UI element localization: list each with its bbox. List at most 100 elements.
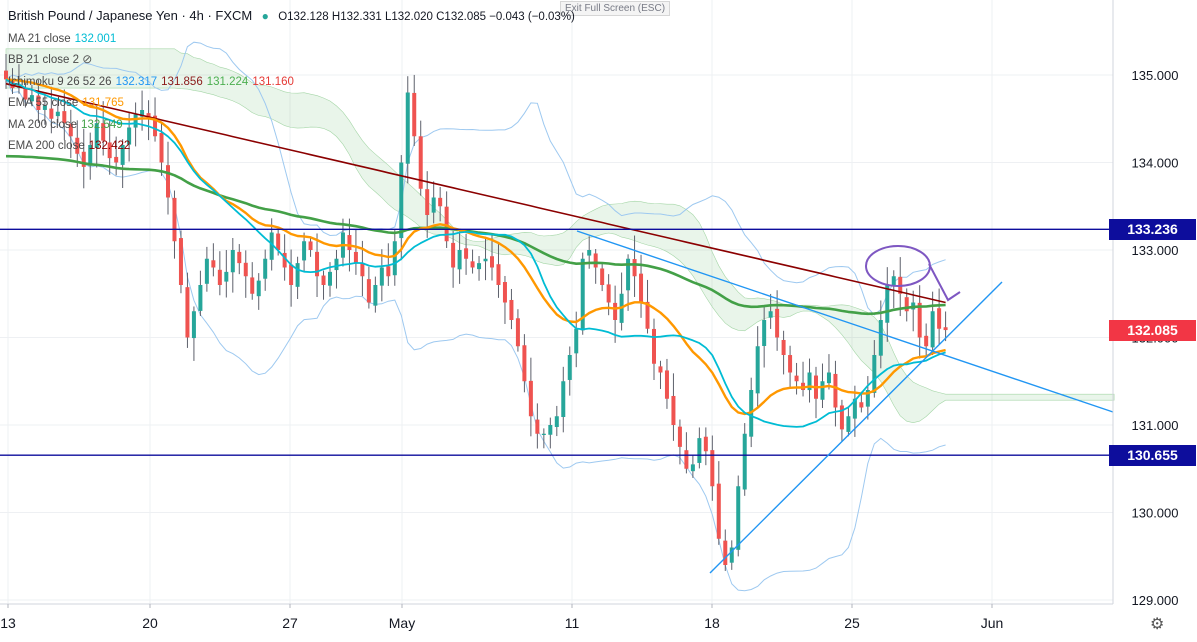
candle-body bbox=[94, 123, 99, 148]
candle-body bbox=[101, 123, 106, 141]
candles bbox=[4, 53, 948, 571]
candle-body bbox=[872, 355, 877, 393]
candle-body bbox=[302, 241, 307, 261]
price-label: 133.236 bbox=[1109, 218, 1196, 240]
candle-body bbox=[237, 251, 242, 264]
candle-body bbox=[794, 375, 799, 382]
candle-body bbox=[859, 402, 864, 408]
candle-body bbox=[269, 232, 274, 260]
ichimoku-cloud bbox=[5, 48, 1115, 424]
candle-body bbox=[781, 339, 786, 355]
candle-body bbox=[723, 540, 728, 565]
candle-body bbox=[561, 381, 566, 417]
candle-body bbox=[166, 165, 170, 198]
indicator-row[interactable]: BB 21 close 2 ⊘ bbox=[8, 49, 575, 71]
indicator-value: 132.317 bbox=[115, 75, 158, 88]
candle-body bbox=[81, 151, 86, 167]
market-status-icon: ● bbox=[261, 9, 269, 23]
candle-body bbox=[431, 197, 436, 213]
candle-body bbox=[366, 279, 371, 303]
candle-body bbox=[775, 308, 780, 338]
indicator-row[interactable]: MA 200 close 132.549 bbox=[8, 114, 575, 136]
candle-body bbox=[632, 259, 637, 277]
settings-icon[interactable]: ⚙ bbox=[1150, 616, 1165, 633]
candle-body bbox=[664, 370, 669, 399]
candle-body bbox=[943, 327, 948, 331]
candle-body bbox=[444, 206, 449, 242]
indicator-value: 131.765 bbox=[82, 97, 124, 109]
candle-body bbox=[788, 355, 793, 373]
candle-body bbox=[690, 464, 695, 472]
candle-body bbox=[703, 436, 708, 452]
candle-body bbox=[820, 381, 825, 400]
ohlc-readout: O132.128 H132.331 L132.020 C132.085 −0.0… bbox=[278, 11, 575, 23]
symbol-title[interactable]: British Pound / Japanese Yen · 4h · FXCM bbox=[8, 8, 253, 23]
candle-body bbox=[904, 297, 909, 312]
candle-body bbox=[878, 320, 883, 356]
candle-body bbox=[677, 426, 682, 447]
exit-fullscreen-hint[interactable]: Exit Full Screen (ESC) bbox=[560, 1, 671, 16]
indicator-label: MA 200 close bbox=[8, 118, 78, 131]
cloud-bullish bbox=[5, 48, 1115, 424]
candle-body bbox=[768, 311, 773, 318]
candle-body bbox=[587, 250, 592, 256]
candle-body bbox=[515, 318, 520, 347]
candle-body bbox=[891, 276, 896, 286]
indicator-label: MA 21 close bbox=[8, 32, 71, 45]
chart-legend: British Pound / Japanese Yen · 4h · FXCM… bbox=[8, 6, 575, 157]
candle-body bbox=[755, 346, 760, 394]
candle-body bbox=[522, 345, 527, 382]
ema-200-line bbox=[5, 82, 946, 304]
candle-body bbox=[373, 285, 378, 306]
candle-body bbox=[438, 197, 443, 207]
candle-body bbox=[697, 438, 702, 463]
indicator-row[interactable]: Ichimoku 9 26 52 26 132.317 131.856 131.224… bbox=[8, 71, 575, 93]
candle-body bbox=[418, 136, 423, 189]
candle-body bbox=[885, 285, 890, 323]
candle-body bbox=[289, 264, 294, 285]
candle-body bbox=[930, 311, 935, 348]
indicator-label: EMA 55 close bbox=[8, 97, 79, 109]
hidden-eye-icon[interactable]: ⊘ bbox=[78, 52, 93, 66]
candle-body bbox=[464, 248, 469, 259]
candle-body bbox=[282, 252, 287, 268]
candle-body bbox=[230, 250, 235, 273]
candle-body bbox=[917, 302, 922, 338]
candle-body bbox=[710, 450, 715, 487]
candle-body bbox=[652, 328, 656, 364]
indicator-label: BB 21 close 2 bbox=[8, 54, 79, 66]
descending-trendline bbox=[576, 230, 1114, 413]
time-axis: 13 20 27 May 11 18 25 Jun bbox=[0, 604, 1003, 631]
candle-body bbox=[937, 308, 942, 329]
candle-body bbox=[716, 483, 721, 539]
candle-body bbox=[42, 105, 47, 110]
candle-body bbox=[321, 275, 326, 285]
candle-body bbox=[379, 267, 384, 286]
candle-body bbox=[276, 233, 281, 250]
candle-body bbox=[639, 273, 644, 303]
candle-body bbox=[671, 395, 676, 425]
candle-body bbox=[159, 132, 164, 163]
candle-body bbox=[133, 114, 138, 128]
candle-body bbox=[211, 260, 216, 268]
candle-body bbox=[535, 419, 540, 434]
candle-body bbox=[146, 113, 151, 119]
candle-body bbox=[295, 263, 300, 287]
candle-body bbox=[36, 95, 41, 110]
candle-body bbox=[114, 156, 119, 163]
price-tick-label: 135.000 bbox=[1132, 68, 1179, 83]
time-tick-label: 13 bbox=[0, 615, 16, 631]
candle-body bbox=[528, 380, 533, 417]
indicator-row[interactable]: MA 21 close 132.001 bbox=[8, 28, 575, 50]
indicator-label: Ichimoku 9 26 52 26 bbox=[8, 75, 112, 88]
candle-body bbox=[606, 284, 611, 303]
candle-body bbox=[846, 416, 851, 432]
indicator-row[interactable]: EMA 200 close 132.422 bbox=[8, 135, 575, 157]
candle-body bbox=[198, 285, 203, 311]
candle-body bbox=[502, 282, 507, 303]
indicator-row[interactable]: EMA 55 close 131.765 bbox=[8, 92, 575, 114]
candle-body bbox=[386, 266, 391, 277]
candle-body bbox=[29, 95, 34, 102]
price-label: 132.085 bbox=[1109, 319, 1196, 341]
